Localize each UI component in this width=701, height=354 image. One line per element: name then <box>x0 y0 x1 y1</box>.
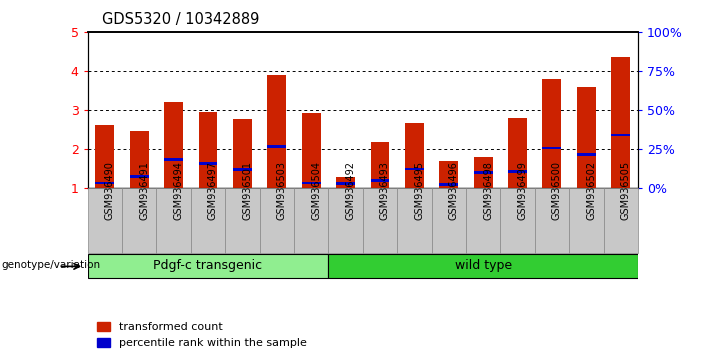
Bar <box>508 170 527 173</box>
Bar <box>440 183 458 186</box>
Bar <box>198 162 217 165</box>
Bar <box>577 153 596 156</box>
Bar <box>336 177 355 188</box>
Bar <box>508 118 527 188</box>
Bar <box>604 188 638 253</box>
Bar <box>122 188 156 253</box>
Text: GSM936503: GSM936503 <box>277 161 287 220</box>
Bar <box>198 112 217 188</box>
Text: GSM936500: GSM936500 <box>552 161 562 220</box>
Bar <box>405 167 424 170</box>
Text: GSM936492: GSM936492 <box>346 161 355 220</box>
Bar <box>432 188 466 253</box>
Bar <box>569 188 604 253</box>
Bar <box>95 182 114 184</box>
Bar <box>130 131 149 188</box>
Text: GSM936501: GSM936501 <box>243 161 252 220</box>
Bar <box>405 124 424 188</box>
Bar <box>474 157 493 188</box>
Bar <box>88 255 328 278</box>
Bar <box>577 87 596 188</box>
Text: genotype/variation: genotype/variation <box>1 259 100 270</box>
Bar <box>363 188 397 253</box>
Bar <box>371 142 390 188</box>
Bar <box>294 188 328 253</box>
Text: Pdgf-c transgenic: Pdgf-c transgenic <box>154 259 263 272</box>
Text: GSM936502: GSM936502 <box>586 161 597 220</box>
Bar <box>191 188 225 253</box>
Bar <box>328 188 363 253</box>
Bar <box>301 182 320 184</box>
Legend: transformed count, percentile rank within the sample: transformed count, percentile rank withi… <box>97 322 307 348</box>
Bar <box>130 175 149 178</box>
Bar <box>267 75 286 188</box>
Bar <box>474 171 493 174</box>
Bar <box>225 188 259 253</box>
Bar <box>466 188 501 253</box>
Text: GSM936499: GSM936499 <box>517 161 528 220</box>
Bar <box>233 168 252 171</box>
Bar <box>156 188 191 253</box>
Bar <box>397 188 432 253</box>
Bar <box>501 188 535 253</box>
Bar <box>259 188 294 253</box>
Bar <box>88 188 122 253</box>
Bar <box>301 113 320 188</box>
Bar <box>233 120 252 188</box>
Text: GSM936496: GSM936496 <box>449 161 458 220</box>
Bar <box>535 188 569 253</box>
Text: GSM936494: GSM936494 <box>174 161 184 220</box>
Text: GSM936491: GSM936491 <box>139 161 149 220</box>
Bar <box>543 79 562 188</box>
Text: wild type: wild type <box>454 259 512 272</box>
Bar <box>328 255 638 278</box>
Bar <box>164 102 183 188</box>
Bar <box>336 182 355 185</box>
Text: GSM936493: GSM936493 <box>380 161 390 220</box>
Bar <box>164 158 183 161</box>
Bar <box>611 57 630 188</box>
Bar <box>95 125 114 188</box>
Bar <box>371 179 390 182</box>
Bar <box>267 145 286 148</box>
Bar <box>440 161 458 188</box>
Text: GSM936504: GSM936504 <box>311 161 321 220</box>
Text: GSM936498: GSM936498 <box>483 161 493 220</box>
Bar <box>543 147 562 149</box>
Text: GSM936495: GSM936495 <box>414 161 424 220</box>
Text: GDS5320 / 10342889: GDS5320 / 10342889 <box>102 12 259 27</box>
Text: GSM936505: GSM936505 <box>620 161 631 220</box>
Text: GSM936497: GSM936497 <box>208 161 218 220</box>
Text: GSM936490: GSM936490 <box>105 161 115 220</box>
Bar <box>611 134 630 136</box>
